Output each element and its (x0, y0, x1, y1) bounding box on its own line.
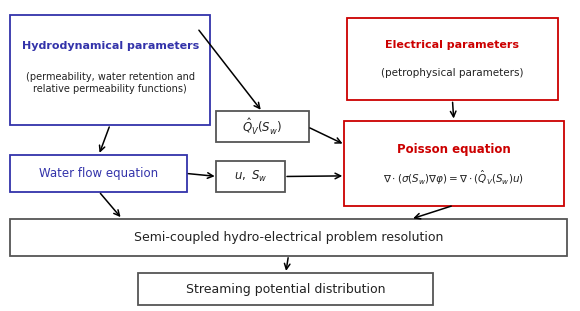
FancyBboxPatch shape (216, 111, 309, 142)
Text: $\hat{Q}_V(S_w)$: $\hat{Q}_V(S_w)$ (242, 117, 282, 137)
Text: (permeability, water retention and
relative permeability functions): (permeability, water retention and relat… (26, 72, 195, 94)
Text: Hydrodynamical parameters: Hydrodynamical parameters (21, 41, 199, 51)
Text: $u,\ S_w$: $u,\ S_w$ (234, 169, 267, 184)
Text: Semi-coupled hydro-electrical problem resolution: Semi-coupled hydro-electrical problem re… (134, 231, 443, 244)
Text: Electrical parameters: Electrical parameters (385, 40, 520, 50)
FancyBboxPatch shape (138, 273, 433, 305)
FancyBboxPatch shape (347, 18, 558, 100)
Text: Streaming potential distribution: Streaming potential distribution (186, 283, 385, 296)
FancyBboxPatch shape (344, 121, 564, 206)
Text: $\nabla\cdot(\sigma(S_w)\nabla\varphi)=\nabla\cdot(\hat{Q}_V(S_w)u)$: $\nabla\cdot(\sigma(S_w)\nabla\varphi)=\… (383, 168, 524, 187)
FancyBboxPatch shape (216, 161, 285, 192)
FancyBboxPatch shape (10, 15, 210, 125)
Text: Water flow equation: Water flow equation (39, 167, 158, 180)
Text: (petrophysical parameters): (petrophysical parameters) (381, 68, 524, 78)
FancyBboxPatch shape (10, 219, 567, 256)
FancyBboxPatch shape (10, 155, 187, 192)
Text: Poisson equation: Poisson equation (397, 142, 511, 156)
